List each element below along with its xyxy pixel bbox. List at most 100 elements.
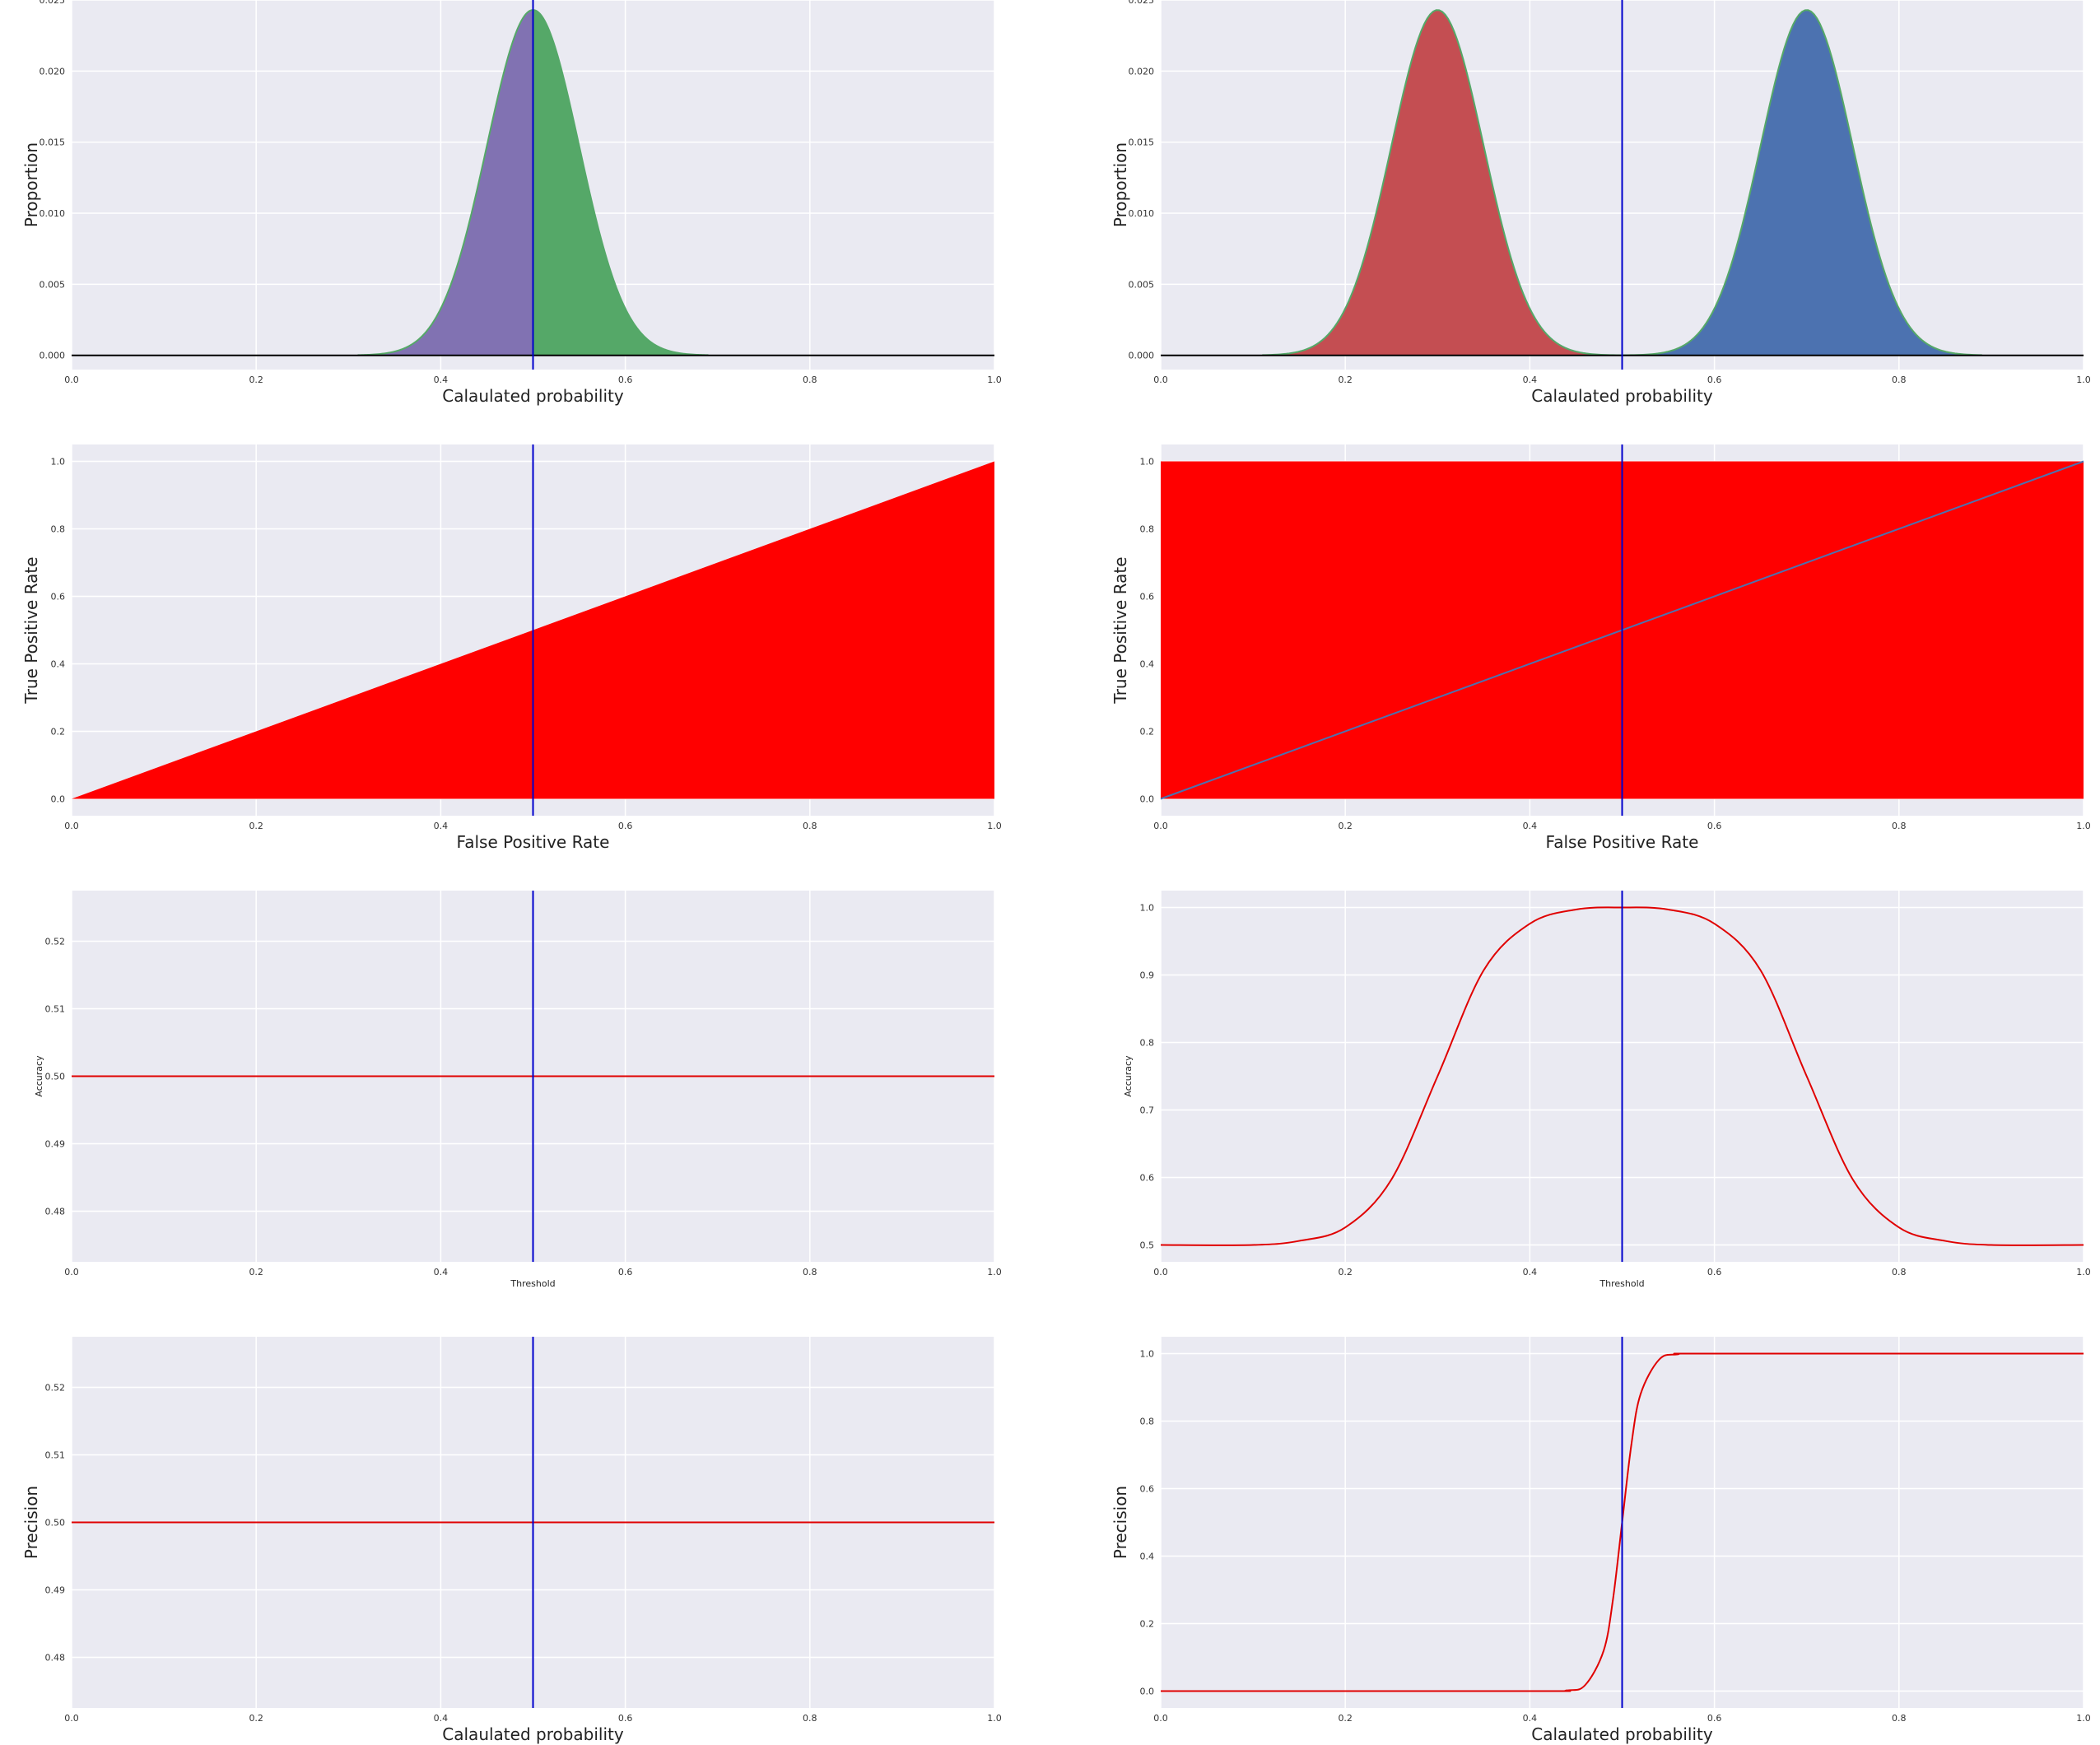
x-tick-label: 0.2	[1338, 821, 1353, 831]
y-tick-label: 0.48	[45, 1207, 66, 1217]
x-tick-label: 0.4	[434, 1267, 449, 1277]
y-tick-label: 0.52	[45, 937, 66, 947]
x-tick-label: 0.8	[1892, 1713, 1907, 1724]
chart-precision-overlap: 0.0 0.2 0.4 0.6 0.8 1.0 0.48 0.49 0.50 0.51 0.52 Ca…	[21, 1337, 1002, 1744]
x-axis-label: Calaulated probability	[442, 1724, 624, 1744]
y-tick-label: 0.010	[1129, 208, 1155, 219]
y-tick-label: 0.50	[45, 1518, 66, 1529]
y-tick-label: 0.52	[45, 1383, 66, 1394]
y-tick-label: 0.49	[45, 1585, 66, 1596]
x-tick-label: 0.2	[249, 1713, 263, 1724]
y-tick-label: 0.2	[1140, 727, 1155, 738]
y-tick-label: 0.020	[40, 66, 66, 77]
y-tick-label: 0.025	[40, 0, 66, 6]
x-tick-label: 0.8	[803, 375, 817, 385]
y-tick-label: 0.4	[1140, 1552, 1155, 1562]
y-axis-label: Proportion	[1111, 142, 1130, 227]
chart-accuracy-overlap: 0.0 0.2 0.4 0.6 0.8 1.0 0.48 0.49 0.50 0.51 0.52 Th…	[34, 891, 1002, 1289]
y-tick-label: 0.6	[51, 592, 66, 603]
y-tick-label: 0.8	[1140, 1417, 1155, 1427]
y-tick-label: 0.025	[1129, 0, 1155, 6]
x-tick-label: 0.0	[64, 1713, 79, 1724]
chart-accuracy-separated: 0.0 0.2 0.4 0.6 0.8 1.0 0.5 0.6 0.7 0.8 0.9 1.0 Thre…	[1123, 891, 2091, 1289]
x-tick-label: 0.4	[1523, 375, 1538, 385]
y-tick-label: 0.005	[40, 279, 66, 290]
y-tick-label: 0.2	[1140, 1619, 1155, 1630]
distribution-outline	[1622, 9, 1982, 356]
x-tick-label: 1.0	[2076, 1267, 2091, 1277]
y-axis-label: True Positive Rate	[21, 556, 41, 704]
x-tick-label: 0.6	[618, 1267, 633, 1277]
x-tick-label: 0.6	[1707, 1713, 1722, 1724]
x-tick-label: 0.0	[1153, 1713, 1168, 1724]
x-tick-label: 0.4	[434, 1713, 449, 1724]
y-tick-label: 0.015	[1129, 137, 1155, 148]
x-tick-label: 0.6	[618, 375, 633, 385]
y-tick-label: 0.49	[45, 1139, 66, 1150]
x-tick-label: 0.8	[803, 821, 817, 831]
y-tick-label: 0.7	[1140, 1105, 1155, 1116]
y-tick-label: 0.4	[51, 659, 66, 670]
chart-roc-overlap: 0.0 0.2 0.4 0.6 0.8 1.0 0.0 0.2 0.4 0.6 0.8 1.0 Fals…	[21, 444, 1002, 852]
x-tick-label: 0.8	[803, 1713, 817, 1724]
y-tick-label: 0.6	[1140, 1484, 1155, 1495]
x-tick-label: 0.8	[1892, 375, 1907, 385]
x-axis-label: Threshold	[1599, 1278, 1644, 1289]
x-axis-label: Calaulated probability	[1531, 386, 1713, 406]
distribution-area	[533, 10, 709, 356]
y-tick-label: 0.015	[40, 137, 66, 148]
x-tick-label: 0.0	[1153, 821, 1168, 831]
x-tick-label: 0.8	[1892, 1267, 1907, 1277]
chart-roc-separated: 0.0 0.2 0.4 0.6 0.8 1.0 0.0 0.2 0.4 0.6 0.8 1.0 Fals…	[1111, 444, 2091, 852]
x-tick-label: 1.0	[987, 375, 1002, 385]
y-tick-label: 0.51	[45, 1450, 66, 1461]
chart-dist-separated: 0.0 0.2 0.4 0.6 0.8 1.0 0.000 0.005 0.010 0.015 0.…	[1111, 0, 2091, 406]
y-tick-label: 0.8	[51, 524, 66, 535]
x-tick-label: 0.0	[1153, 1267, 1168, 1277]
y-axis-label: Proportion	[21, 142, 41, 227]
y-tick-label: 0.020	[1129, 66, 1155, 77]
y-tick-label: 0.005	[1129, 279, 1155, 290]
x-axis-label: Calaulated probability	[1531, 1724, 1713, 1744]
distribution-outline	[1262, 9, 1623, 356]
x-axis-label: False Positive Rate	[1546, 832, 1699, 852]
chart-dist-overlap: 0.0 0.2 0.4 0.6 0.8 1.0 0.000 0.005 0.010 0.015 0.…	[21, 0, 1002, 406]
x-tick-label: 0.0	[1153, 375, 1168, 385]
x-axis-label: False Positive Rate	[457, 832, 610, 852]
x-tick-label: 0.6	[618, 821, 633, 831]
y-tick-label: 0.9	[1140, 970, 1155, 981]
x-tick-label: 0.6	[1707, 1267, 1722, 1277]
x-tick-label: 0.2	[249, 821, 263, 831]
x-tick-label: 0.4	[434, 821, 449, 831]
y-tick-label: 1.0	[1140, 457, 1155, 468]
distribution-area	[357, 10, 533, 356]
x-tick-label: 0.4	[434, 375, 449, 385]
x-tick-label: 0.0	[64, 375, 79, 385]
x-tick-label: 1.0	[987, 1267, 1002, 1277]
y-axis-label: Accuracy	[1123, 1055, 1134, 1097]
distribution-outline	[357, 9, 533, 356]
y-tick-label: 0.51	[45, 1004, 66, 1015]
y-tick-label: 0.0	[51, 794, 66, 805]
y-tick-label: 0.48	[45, 1653, 66, 1664]
x-tick-label: 1.0	[987, 1713, 1002, 1724]
x-axis-label: Calaulated probability	[442, 386, 624, 406]
x-tick-label: 0.2	[1338, 1713, 1353, 1724]
x-tick-label: 1.0	[2076, 375, 2091, 385]
x-tick-label: 0.0	[64, 821, 79, 831]
y-tick-label: 0.8	[1140, 1038, 1155, 1049]
x-tick-label: 0.0	[64, 1267, 79, 1277]
x-tick-label: 0.4	[1523, 1267, 1538, 1277]
x-tick-label: 0.2	[1338, 1267, 1353, 1277]
y-tick-label: 0.4	[1140, 659, 1155, 670]
x-axis-label: Threshold	[510, 1278, 555, 1289]
y-tick-label: 0.000	[1129, 351, 1155, 361]
y-tick-label: 0.6	[1140, 1173, 1155, 1184]
distribution-area	[1262, 10, 1623, 356]
y-tick-label: 0.50	[45, 1072, 66, 1082]
x-tick-label: 0.2	[249, 1267, 263, 1277]
x-tick-label: 0.8	[803, 1267, 817, 1277]
y-tick-label: 0.0	[1140, 1687, 1155, 1697]
x-tick-label: 0.6	[618, 1713, 633, 1724]
